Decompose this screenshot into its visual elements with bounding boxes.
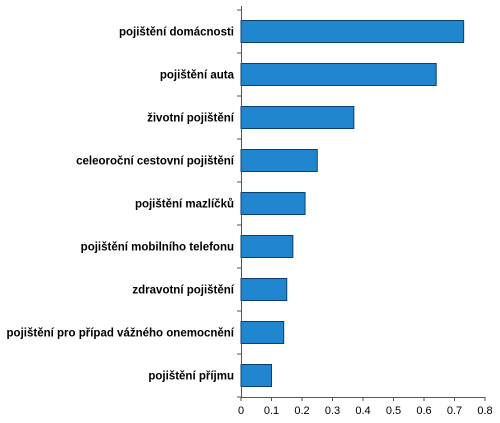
bar-8 xyxy=(240,321,285,344)
category-label: pojištění auta xyxy=(160,70,235,82)
bar-7 xyxy=(240,278,288,301)
x-tick-label: 0.2 xyxy=(294,405,309,417)
x-tick-label: 0.4 xyxy=(355,405,370,417)
category-label: zdravotní pojištění xyxy=(132,285,234,297)
category-label: celeoroční cestovní pojištění xyxy=(76,156,235,168)
category-labels: pojištění domácnosti pojištění auta životn… xyxy=(7,27,235,383)
x-tick-label: 0.8 xyxy=(477,405,492,417)
bar-3 xyxy=(240,106,355,129)
x-tick-label: 0.3 xyxy=(325,405,340,417)
category-label: pojištění pro případ vážného onemocnění xyxy=(7,328,235,340)
x-tick-label: 0.7 xyxy=(447,405,462,417)
category-label: pojištění mobilního telefonu xyxy=(81,242,234,254)
bar-group xyxy=(240,20,465,387)
x-axis: 0 0.1 0.2 0.3 0.4 0.5 0.6 0.7 0.8 xyxy=(237,6,493,417)
category-label: pojištění domácnosti xyxy=(119,27,234,39)
x-tick-label: 0.6 xyxy=(416,405,431,417)
category-label: pojištění příjmu xyxy=(148,371,234,383)
x-tick-label: 0.5 xyxy=(386,405,401,417)
bar-6 xyxy=(240,235,294,258)
bar-2 xyxy=(240,63,437,86)
category-label: životní pojištění xyxy=(147,113,235,125)
category-label: pojištění mazlíčků xyxy=(135,199,234,211)
bar-9 xyxy=(240,364,272,387)
bar-4 xyxy=(240,149,318,172)
x-tick-label: 0.1 xyxy=(264,405,279,417)
bar-1 xyxy=(240,20,465,43)
x-tick-label: 0 xyxy=(238,405,244,417)
bar-5 xyxy=(240,192,306,215)
